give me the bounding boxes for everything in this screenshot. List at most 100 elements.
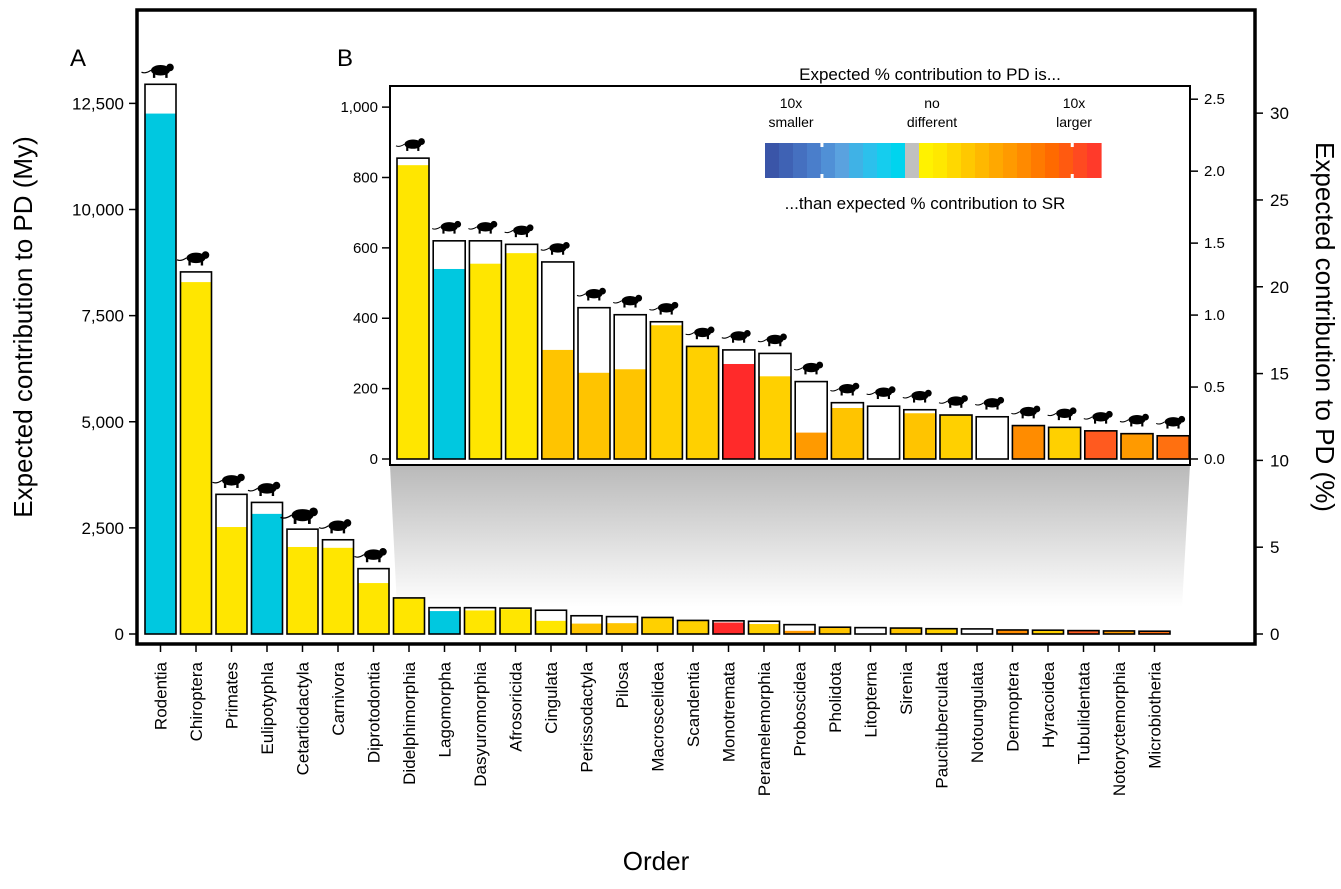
x-tick-label: Litopterna [862,661,881,737]
silhouette-leg [378,557,381,563]
armadillo-silhouette [540,241,570,255]
inset-bar-group [902,408,937,460]
legend-swatch [1059,143,1074,178]
silhouette-body [151,65,170,76]
panel-b-axes: 0 200 400 600 800 1,000 0.0 0.5 1.0 1.5 2.0 2.5 [340,91,1224,468]
y2-tick-label: 10 [1270,451,1289,470]
bar-fill [819,627,851,634]
bar-outline [428,606,461,635]
bar-outline [463,606,497,635]
silhouette-body [838,384,856,394]
aardvark-silhouette [1083,410,1113,424]
silhouette-tail [318,525,329,529]
inset-y-tick-label: 1,000 [340,99,378,116]
silhouette-leg [293,518,297,524]
inset-bar-fill [541,349,574,459]
kangaroo-silhouette [354,547,387,563]
bar-fill [393,598,425,634]
silhouette-body [440,222,458,232]
legend-swatch [849,143,864,178]
silhouette-leg [1177,424,1180,429]
notoungulate-silhouette [974,396,1005,410]
silhouette-leg [732,338,735,343]
silhouette-body [222,475,241,486]
bar-fill [251,513,283,634]
silhouette-head [526,224,534,232]
bar-fill [713,622,744,634]
bar-outline [818,626,852,635]
bar-fill [571,623,602,634]
bar-fill [1032,630,1064,634]
inset-bar-outline [468,240,503,460]
legend-swatch [807,143,822,178]
inset-y-tick-label: 0 [370,451,378,468]
panel-a-bars [144,83,1171,635]
inset-bar-group [721,349,756,460]
inset-bar-outline [902,408,937,460]
silhouette-leg [924,398,927,403]
silhouette-leg [706,334,709,340]
bar-group [463,606,497,635]
legend-swatch [975,143,990,178]
y2-tick-label: 30 [1270,104,1289,123]
inset-y-tick-label: 600 [353,240,378,257]
x-tick-label: Sirenia [897,661,916,714]
legend-swatch [1017,143,1032,178]
bar-total [961,628,993,634]
silhouette-body [257,483,277,494]
manatee-silhouette [902,389,932,403]
silhouette-leg [1105,419,1108,424]
silhouette-leg [478,229,481,234]
silhouette-leg [623,303,626,308]
bar-fill [1103,630,1135,634]
legend-swatch [891,143,906,178]
bar-fill [464,610,496,634]
x-tick-label: Pholidota [826,661,845,732]
bar-fill [216,527,247,634]
y2-tick-label: 15 [1270,365,1289,384]
x-tick-label: Paucituberculata [933,661,952,788]
legend-title: Expected % contribution to PD is... [799,65,1061,84]
silhouette-head [888,386,896,394]
bar-group [1067,629,1100,635]
x-axis-title: Order [623,846,690,876]
bar-group [1138,630,1171,635]
bar-group [250,501,284,635]
panel-a-frame [135,8,1257,646]
x-tick-label: Perissodactyla [578,661,597,772]
silhouette-head [997,396,1005,404]
rabbit-silhouette [431,220,462,234]
inset-bar-group [866,405,901,460]
bar-total [784,624,815,634]
monito-silhouette [1155,415,1186,429]
panel-b-bars [396,157,1190,460]
silhouette-tail [431,226,441,230]
silhouette-leg [1021,414,1024,419]
inset-y2-tick-label: 0.0 [1204,451,1225,468]
bar-fill [145,113,176,635]
y-tick-label: 5,000 [81,413,124,432]
inset-bar-fill [1084,430,1117,459]
legend-color-scale [765,141,1102,180]
silhouette-body [911,391,929,401]
inset-bar-group [540,261,575,460]
bar-fill [642,617,673,634]
x-tick-label: Tubulidentata [1075,661,1094,764]
inset-bar-fill [1157,435,1190,459]
x-tick-label: Lagomorpha [436,661,455,757]
inset-bar-group [975,415,1010,460]
legend-swatch [961,143,976,178]
silhouette-body [983,398,1001,408]
silhouette-leg [743,338,746,343]
inset-bar-fill [1121,433,1153,459]
silhouette-leg [840,391,843,396]
silhouette-tail [468,226,478,230]
bar-outline [1031,629,1065,635]
silhouette-body [875,387,893,397]
x-tick-label: Microbiotheria [1146,661,1165,768]
inset-bar-group [758,352,792,460]
bar-outline [534,609,568,635]
bar-outline [321,538,355,635]
